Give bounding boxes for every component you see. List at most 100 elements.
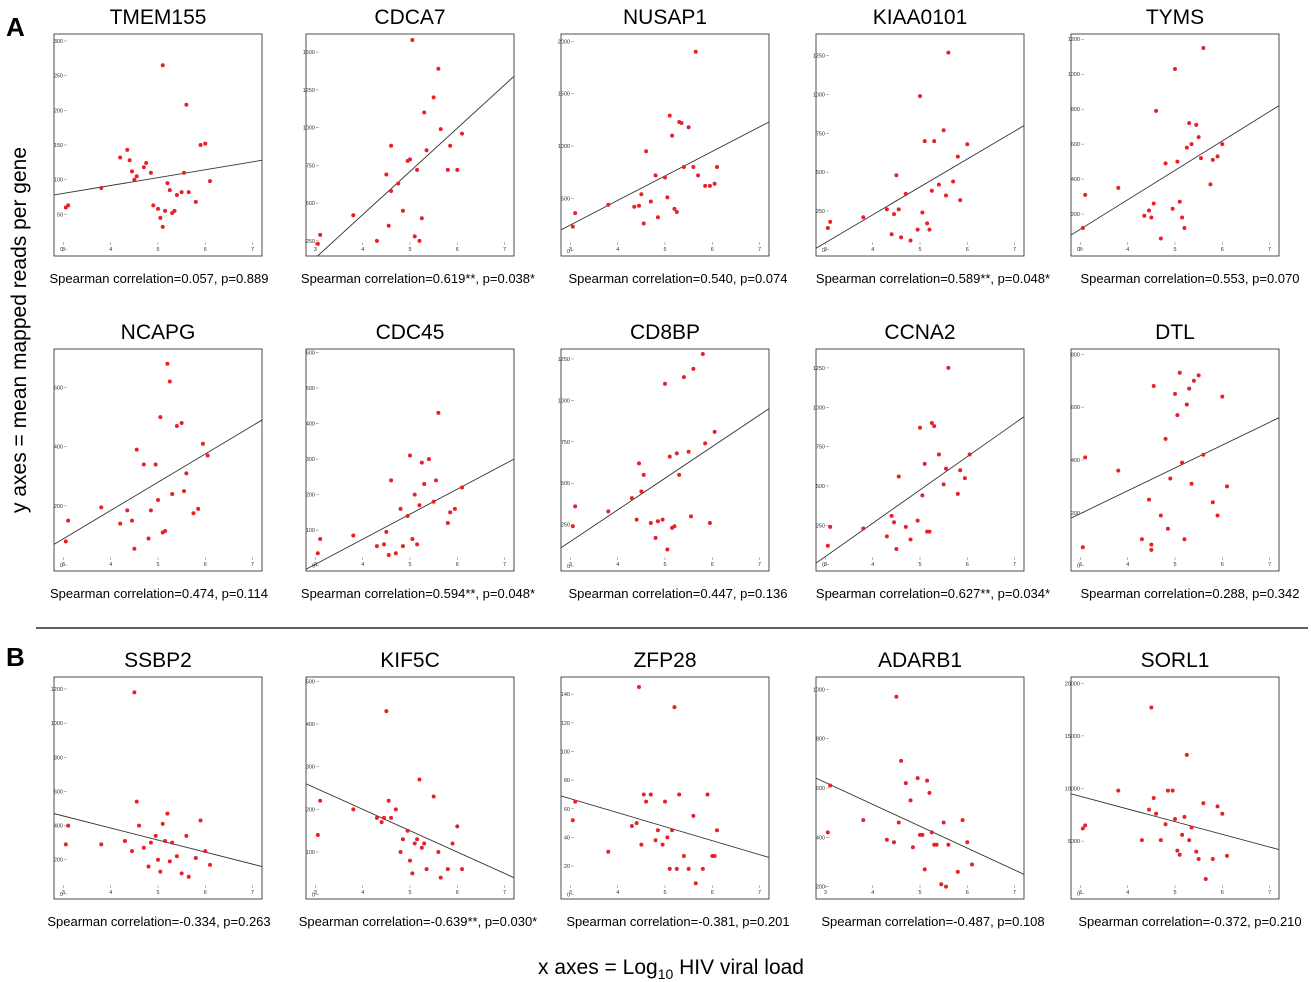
correlation-caption: Spearman correlation=-0.487, p=0.108 [821, 914, 1044, 929]
plot-dtl: DTL 3 4 5 6 7 0 200 400 600 800 Spearman correlatio… [1070, 321, 1300, 601]
data-point [1201, 45, 1206, 50]
data-point [415, 167, 420, 172]
y-tick-label: 0 [1077, 892, 1080, 898]
x-axis-label: x axes = Log10 HIV viral load [538, 956, 804, 982]
data-point [828, 783, 833, 788]
x-tick-label: 4 [109, 562, 112, 568]
data-point [674, 866, 679, 871]
data-point [828, 524, 833, 529]
y-tick-label: 250 [561, 523, 570, 529]
data-point [679, 121, 684, 126]
data-point [148, 840, 153, 845]
data-point [393, 807, 398, 812]
data-point [315, 241, 320, 246]
data-point [165, 181, 170, 186]
data-point [1187, 121, 1192, 126]
data-point [422, 841, 427, 846]
data-point [315, 832, 320, 837]
data-point [634, 821, 639, 826]
data-point [455, 167, 460, 172]
plot-frame [53, 676, 263, 900]
x-tick-label: 3 [569, 247, 572, 253]
trend-line [561, 795, 769, 858]
x-axis-label-prefix: x axes = Log [538, 956, 658, 979]
data-point [1149, 705, 1154, 710]
data-point [448, 143, 453, 148]
data-point [1180, 215, 1185, 220]
x-tick-label: 3 [824, 247, 827, 253]
data-point [1080, 226, 1085, 231]
y-tick-label: 0 [822, 563, 825, 569]
data-point [153, 462, 158, 467]
data-point [632, 204, 637, 209]
data-point [639, 489, 644, 494]
data-point [163, 838, 168, 843]
data-point [965, 840, 970, 845]
y-tick-label: 20000 [1065, 681, 1080, 687]
data-point [1151, 384, 1156, 388]
data-point [908, 238, 913, 243]
data-point [1139, 537, 1144, 542]
y-tick-label: 150 [54, 143, 63, 149]
plot-frame [305, 33, 515, 257]
plot-ccna2: CCNA2 3 4 5 6 7 0 250 500 750 1000 1250 Spearman cor… [813, 321, 1050, 601]
x-tick-label: 7 [1268, 247, 1271, 253]
data-point [693, 881, 698, 886]
y-tick-label: 1250 [303, 88, 315, 94]
data-point [1194, 849, 1199, 854]
data-point [1184, 145, 1189, 150]
y-tick-label: 100 [306, 528, 315, 534]
data-point [318, 232, 323, 237]
y-tick-label: 200 [306, 493, 315, 499]
x-tick-label: 4 [616, 562, 619, 568]
y-tick-label: 0 [567, 893, 570, 899]
data-point [648, 520, 653, 525]
data-point [184, 102, 189, 107]
data-point [167, 859, 172, 864]
data-point [1210, 500, 1215, 505]
data-point [707, 183, 712, 188]
x-tick-label: 5 [156, 247, 159, 253]
correlation-caption: Spearman correlation=0.288, p=0.342 [1081, 586, 1300, 601]
y-tick-label: 200 [54, 504, 63, 510]
data-point [672, 705, 677, 710]
data-point [655, 215, 660, 220]
data-point [1175, 413, 1180, 418]
correlation-caption: Spearman correlation=0.057, p=0.889 [50, 271, 269, 286]
data-point [925, 778, 930, 783]
data-point [1203, 877, 1208, 882]
y-tick-label: 1000 [813, 405, 825, 411]
data-point [158, 215, 163, 220]
y-tick-label: 0 [567, 249, 570, 255]
x-tick-label: 3 [314, 247, 317, 253]
data-point [422, 110, 427, 115]
data-point [703, 441, 708, 446]
plot-frame [815, 33, 1025, 257]
data-point [674, 210, 679, 215]
x-tick-label: 5 [1173, 890, 1176, 896]
x-tick-label: 4 [871, 247, 874, 253]
data-point [884, 837, 889, 842]
plot-frame [560, 348, 770, 572]
data-point [922, 139, 927, 144]
data-point [417, 238, 422, 243]
panel-letter-a: A [6, 12, 25, 42]
data-point [419, 216, 424, 221]
data-point [1184, 752, 1189, 757]
data-point [1187, 386, 1192, 391]
y-tick-label: 1000 [51, 721, 63, 727]
y-tick-label: 1500 [558, 92, 570, 98]
x-tick-label: 4 [871, 890, 874, 896]
plot-title: ZFP28 [633, 649, 696, 672]
data-point [408, 858, 412, 863]
data-point [653, 173, 658, 178]
data-point [958, 198, 963, 203]
x-tick-label: 3 [824, 562, 827, 568]
data-point [141, 845, 146, 850]
data-point [637, 203, 641, 208]
x-tick-label: 7 [251, 890, 254, 896]
data-point [1165, 788, 1170, 793]
correlation-caption: Spearman correlation=-0.639**, p=0.030* [299, 914, 538, 929]
data-point [374, 815, 379, 820]
data-point [1175, 159, 1180, 164]
